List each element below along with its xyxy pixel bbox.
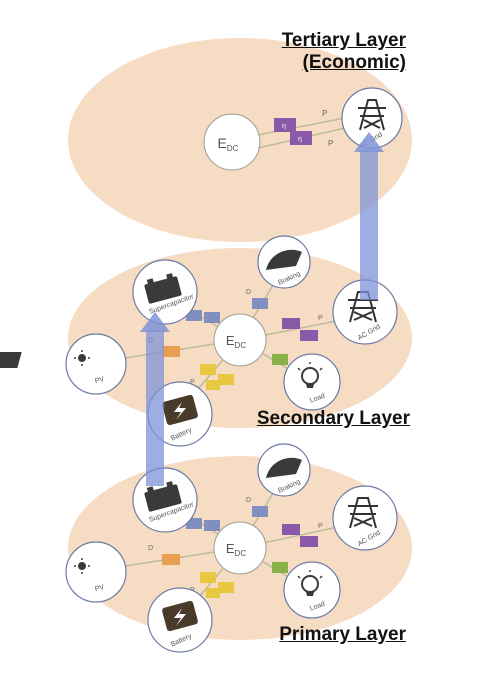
secondary-converter-bat1 — [200, 364, 216, 375]
secondary-bulb-icon — [297, 362, 323, 388]
arrow-secondary-to-tertiary — [354, 132, 384, 300]
primary-pylon-icon — [348, 497, 378, 529]
primary-converter-bat1 — [200, 572, 216, 583]
primary-braking-power: D — [246, 497, 251, 504]
secondary-converter-brake — [252, 298, 268, 309]
secondary-supercapacitor-icon — [144, 273, 182, 304]
primary-converter-bat2 — [218, 582, 234, 593]
arrow-primary-to-secondary — [140, 312, 170, 486]
secondary-pv-label: PV — [94, 376, 105, 385]
secondary-center-node — [213, 313, 267, 367]
primary-center-node — [213, 521, 267, 575]
interlayer-arrows — [140, 132, 384, 486]
tertiary-center-label: EDC — [218, 135, 239, 153]
primary-train-icon — [266, 457, 302, 478]
primary-converter-brake — [252, 506, 268, 517]
tertiary-p-ac-bottom: P — [328, 139, 333, 148]
secondary-converter-bat3 — [206, 380, 220, 390]
secondary-battery-icon — [162, 394, 198, 426]
primary-converter-ac1 — [282, 524, 300, 535]
secondary-p-ac: P — [318, 315, 323, 322]
primary-pv-label: PV — [94, 584, 105, 593]
tertiary-converter-1 — [274, 118, 296, 132]
secondary-converter-load — [272, 354, 288, 365]
primary-converter-sc1 — [186, 518, 202, 529]
secondary-solar-panel-icon — [0, 352, 22, 368]
tertiary-eta-top: η — [282, 123, 286, 130]
tertiary-p-ac-top: P — [322, 109, 327, 118]
secondary-layer-title: Secondary Layer — [256, 408, 410, 429]
secondary-converter-bat2 — [218, 374, 234, 385]
secondary-converter-sc2 — [204, 312, 220, 323]
primary-pv-node — [65, 541, 127, 603]
secondary-converter-sc1 — [186, 310, 202, 321]
secondary-train-icon — [266, 249, 302, 270]
secondary-load-label: Load — [309, 393, 326, 405]
secondary-converter-ac2 — [300, 330, 318, 341]
primary-converter-ac2 — [300, 536, 318, 547]
tertiary-pylon-icon — [358, 99, 386, 131]
primary-pv-power: D — [148, 545, 153, 552]
tertiary-layer: EDC η η P P AC Grid — [68, 38, 412, 242]
primary-supercapacitor-icon — [144, 481, 182, 512]
primary-battery-icon — [162, 600, 198, 632]
primary-layer: EDC D D P P P P Supercapacitor Braking — [65, 443, 412, 653]
primary-center-label: EDC — [226, 541, 246, 558]
secondary-pv-node — [65, 333, 127, 395]
primary-sun-icon — [74, 558, 90, 574]
primary-converter-bat3 — [206, 588, 220, 598]
secondary-p-b: P — [190, 379, 195, 386]
secondary-braking-power: D — [246, 289, 251, 296]
secondary-sun-icon — [74, 350, 90, 366]
primary-converter-pv — [162, 554, 180, 565]
tertiary-layer-title: Tertiary Layer (Economic) — [281, 30, 406, 73]
tertiary-center-node — [203, 113, 261, 171]
primary-converter-sc2 — [204, 520, 220, 531]
primary-bulb-icon — [297, 570, 323, 596]
secondary-converter-pv — [162, 346, 180, 357]
primary-layer-title: Primary Layer — [279, 624, 406, 645]
primary-ac-grid-node — [332, 485, 398, 551]
primary-p-ac: P — [318, 523, 323, 530]
primary-load-label: Load — [309, 601, 326, 613]
secondary-center-label: EDC — [226, 333, 246, 350]
tertiary-eta-bottom: η — [298, 136, 302, 143]
primary-converter-load — [272, 562, 288, 573]
tertiary-converter-2 — [290, 131, 312, 145]
secondary-converter-ac1 — [282, 318, 300, 329]
